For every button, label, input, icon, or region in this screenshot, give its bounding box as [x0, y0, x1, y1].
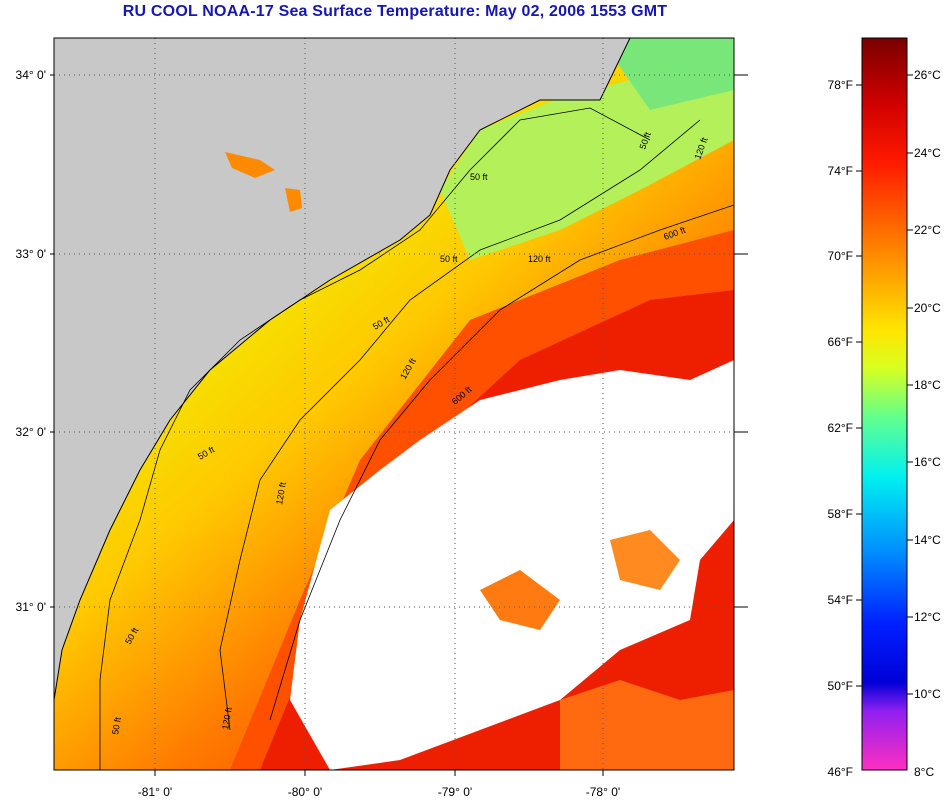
contour-label: 50 ft: [110, 716, 123, 735]
f-label: 62°F: [828, 421, 853, 435]
lon-label: -80° 0': [288, 785, 322, 799]
graticule: [54, 38, 734, 770]
c-label: 20°C: [914, 301, 941, 315]
latitude-axis: 34° 0' 33° 0' 32° 0' 31° 0': [16, 68, 46, 614]
lon-label: -79° 0': [438, 785, 472, 799]
c-label: 26°C: [914, 68, 941, 82]
contour-50ft: [99, 107, 651, 770]
cool-shelf-water: [440, 60, 734, 260]
c-label: 24°C: [914, 146, 941, 160]
inland-lake: [285, 188, 302, 212]
f-label: 54°F: [828, 593, 853, 607]
f-label: 58°F: [828, 507, 853, 521]
contour-label: 50 ft: [440, 254, 458, 264]
colorbar-ticks: [856, 74, 913, 695]
lon-label: -81° 0': [138, 785, 172, 799]
contour-600ft: [269, 204, 734, 721]
land-mass: [54, 38, 630, 700]
colorbar-celsius-labels: 26°C 24°C 22°C 20°C 18°C 16°C 14°C 12°C …: [914, 68, 941, 779]
inland-lake: [225, 152, 275, 178]
cloud-gap-patch: [560, 680, 734, 770]
c-label: 16°C: [914, 455, 941, 469]
c-label: 12°C: [914, 610, 941, 624]
lat-label: 34° 0': [16, 68, 46, 82]
lat-label: 33° 0': [16, 247, 46, 261]
cloud-gap-patch: [610, 530, 680, 590]
cloud-cover: [290, 360, 734, 770]
lat-label: 31° 0': [16, 600, 46, 614]
f-label: 78°F: [828, 78, 853, 92]
contour-label: 120 ft: [274, 481, 288, 505]
c-label: 14°C: [914, 533, 941, 547]
contour-label: 120 ft: [220, 706, 234, 730]
f-label: 46°F: [828, 765, 853, 779]
temperature-colorbar: [861, 37, 908, 771]
plot-frame: [53, 37, 735, 771]
longitude-axis: -81° 0' -80° 0' -79° 0' -78° 0': [138, 785, 620, 799]
c-label: 8°C: [914, 765, 934, 779]
c-label: 18°C: [914, 378, 941, 392]
map-title: RU COOL NOAA-17 Sea Surface Temperature:…: [122, 3, 668, 20]
lon-label: -78° 0': [586, 785, 620, 799]
c-label: 10°C: [914, 687, 941, 701]
f-label: 66°F: [828, 335, 853, 349]
map-plot-area: [54, 38, 734, 770]
cloud-gap-patch: [480, 570, 560, 630]
f-label: 74°F: [828, 164, 853, 178]
contour-label: 120 ft: [528, 254, 551, 264]
lat-label: 32° 0': [16, 425, 46, 439]
colorbar-fahrenheit-labels: 78°F 74°F 70°F 66°F 62°F 58°F 54°F 50°F …: [828, 78, 853, 779]
f-label: 50°F: [828, 679, 853, 693]
contour-label: 50 ft: [470, 172, 488, 182]
axis-ticks: [50, 74, 748, 776]
cool-nearshore-water: [600, 38, 734, 110]
contour-120ft: [219, 119, 701, 731]
c-label: 22°C: [914, 223, 941, 237]
f-label: 70°F: [828, 249, 853, 263]
